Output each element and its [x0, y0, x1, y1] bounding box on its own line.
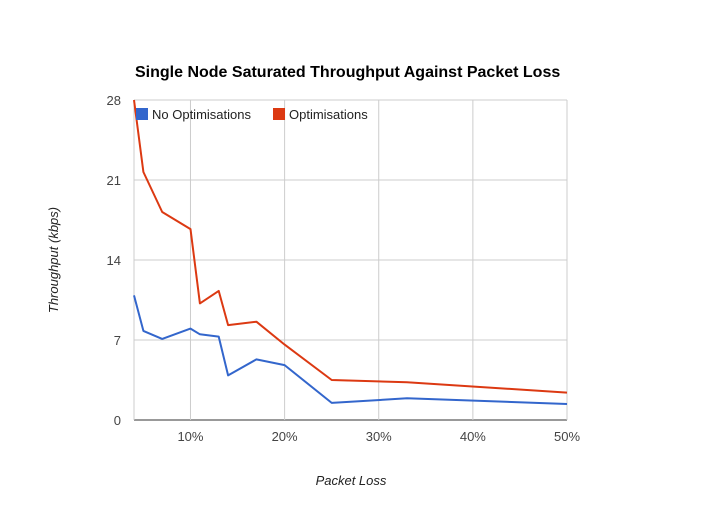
x-axis-label: Packet Loss — [316, 473, 387, 488]
legend-swatch — [136, 108, 148, 120]
x-tick-label: 40% — [460, 429, 486, 444]
legend: No Optimisations Optimisations — [136, 107, 368, 122]
series-line — [133, 99, 568, 394]
tick-labels: 0 7 14 21 28 10% 20% 30% 40% 50% — [107, 93, 581, 444]
y-tick-label: 7 — [114, 333, 121, 348]
y-tick-label: 28 — [107, 93, 121, 108]
x-tick-label: 30% — [366, 429, 392, 444]
legend-label: Optimisations — [289, 107, 368, 122]
x-tick-label: 50% — [554, 429, 580, 444]
x-tick-label: 20% — [272, 429, 298, 444]
y-tick-label: 21 — [107, 173, 121, 188]
legend-label: No Optimisations — [152, 107, 251, 122]
series-line — [133, 295, 568, 405]
y-tick-label: 0 — [114, 413, 121, 428]
legend-swatch — [273, 108, 285, 120]
series-lines — [133, 99, 568, 405]
y-tick-label: 14 — [107, 253, 121, 268]
x-tick-label: 10% — [177, 429, 203, 444]
y-axis-label: Throughput (kbps) — [46, 207, 61, 313]
chart-title: Single Node Saturated Throughput Against… — [135, 64, 560, 81]
grid — [133, 99, 568, 421]
